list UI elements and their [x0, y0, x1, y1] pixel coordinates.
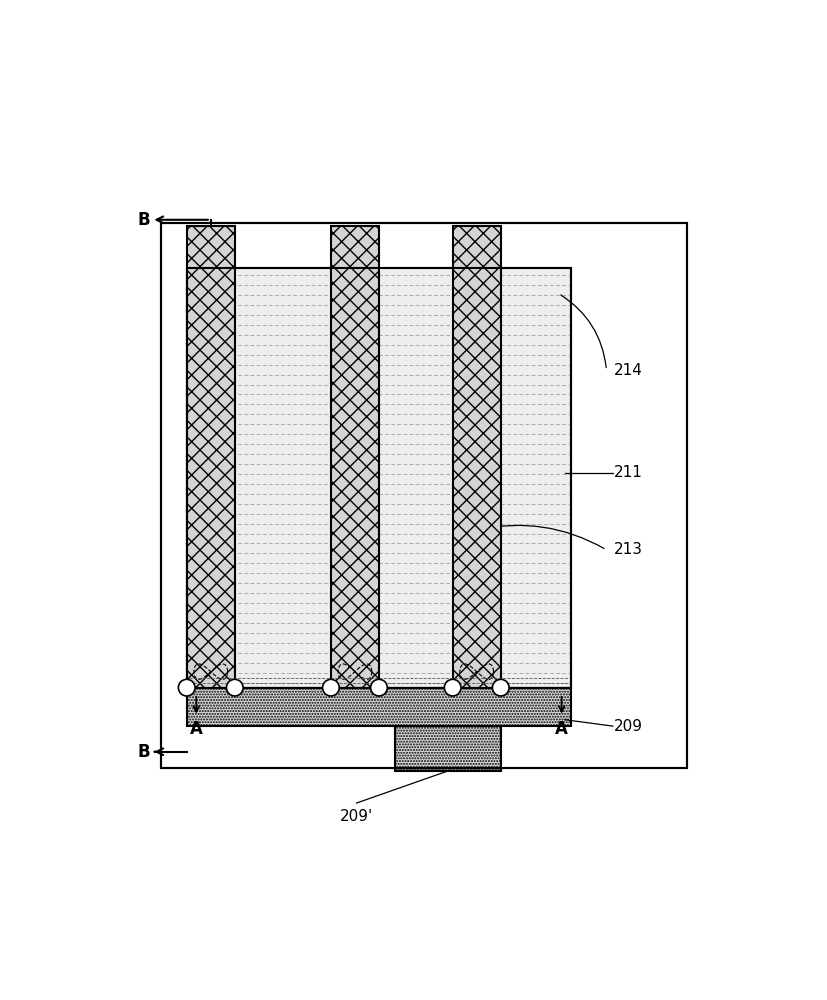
- Bar: [395, 726, 501, 771]
- Text: B: B: [137, 743, 151, 761]
- Text: 209': 209': [340, 809, 373, 824]
- Text: B: B: [137, 211, 151, 229]
- Circle shape: [492, 679, 509, 696]
- Bar: [187, 226, 235, 688]
- Text: 209: 209: [614, 719, 643, 734]
- Text: A: A: [190, 720, 203, 738]
- Text: 211: 211: [614, 465, 643, 480]
- Bar: [452, 226, 501, 688]
- Bar: [452, 226, 501, 688]
- Circle shape: [179, 679, 195, 696]
- Bar: [187, 268, 571, 688]
- Bar: [161, 223, 686, 768]
- Bar: [187, 226, 235, 688]
- Text: A: A: [555, 720, 568, 738]
- Circle shape: [227, 679, 243, 696]
- Bar: [187, 688, 571, 726]
- Bar: [331, 226, 379, 688]
- Text: 213: 213: [614, 542, 643, 557]
- Bar: [187, 268, 571, 688]
- Bar: [161, 223, 686, 768]
- Circle shape: [444, 679, 461, 696]
- Text: 214: 214: [614, 363, 643, 378]
- Circle shape: [323, 679, 339, 696]
- Bar: [331, 226, 379, 688]
- Circle shape: [370, 679, 387, 696]
- Bar: [395, 726, 501, 771]
- Bar: [187, 688, 571, 726]
